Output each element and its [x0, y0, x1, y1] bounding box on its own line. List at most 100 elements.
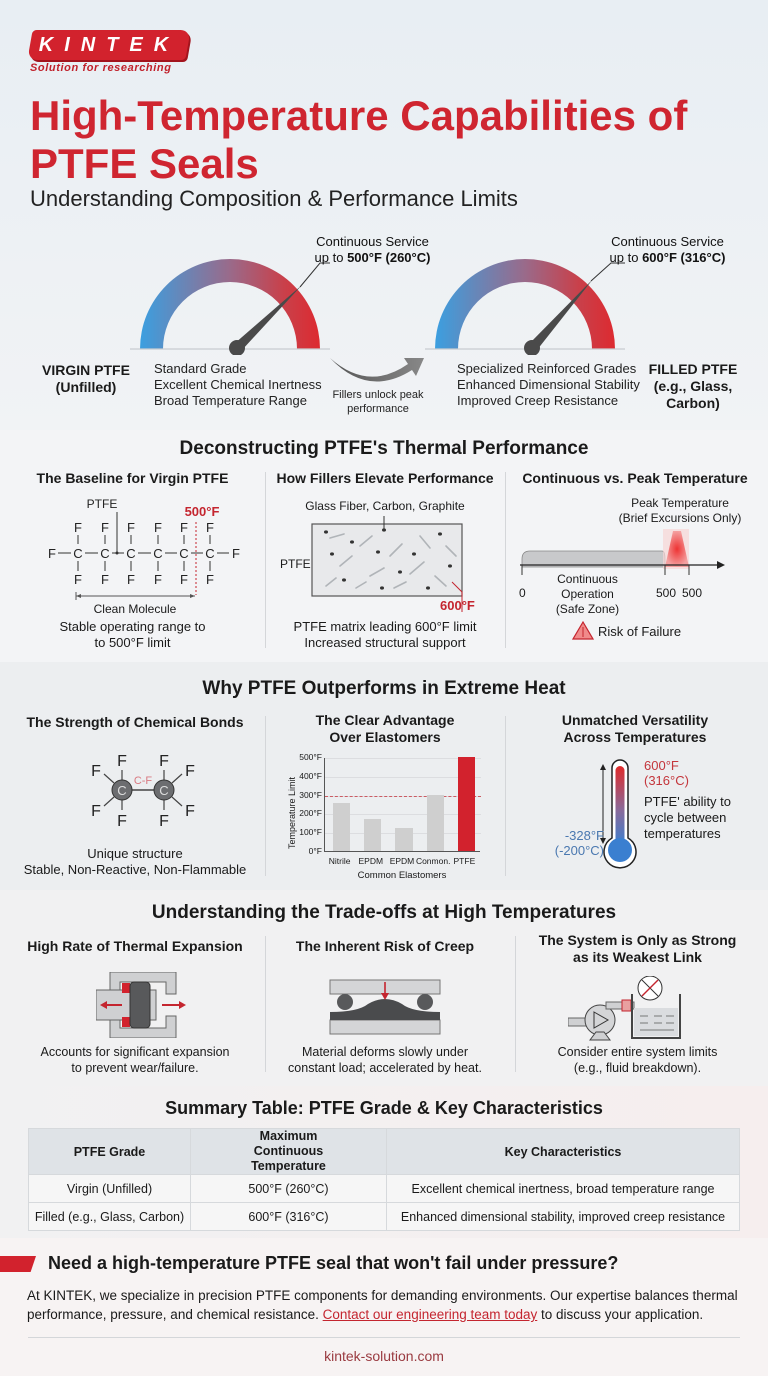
cta-body: At KINTEK, we specialize in precision PT…	[27, 1288, 738, 1322]
x-tick-label: Conmon.	[415, 856, 451, 866]
svg-text:F: F	[48, 546, 56, 561]
table-header-row: PTFE Grade Maximum Continuous Temperatur…	[28, 1128, 740, 1175]
fillers-arrow-text: Fillers unlock peak performance	[332, 389, 424, 415]
thermal-expansion-column: High Rate of Thermal Expansion	[27, 938, 243, 954]
bar	[395, 828, 413, 851]
filled-matrix-diagram	[311, 516, 463, 612]
curved-arrow-icon	[330, 358, 424, 382]
virgin-baseline-caption: Stable operating range to to 500°F limit	[59, 619, 206, 650]
svg-text:C: C	[159, 783, 168, 798]
cta-heading: Need a high-temperature PTFE seal that w…	[48, 1253, 619, 1273]
kintek-logo[interactable]: KINTEK	[27, 30, 191, 60]
bar	[333, 803, 351, 851]
svg-text:C-F: C-F	[134, 775, 153, 787]
table-row: Virgin (Unfilled) 500°F (260°C) Excellen…	[28, 1174, 740, 1203]
cta-accent-bar	[0, 1256, 36, 1272]
chemical-bonds-column: The Strength of Chemical Bonds	[26, 714, 244, 730]
cta-section: Need a high-temperature PTFE seal that w…	[0, 1238, 768, 1376]
svg-text:PTFE: PTFE	[87, 497, 118, 511]
elastomer-bar-chart: Temperature Limit 0°F 100°F 200°F 300°F 400°…	[282, 752, 482, 882]
hero-section: KINTEK Solution for researching High-Tem…	[0, 0, 768, 430]
tradeoffs-section: Understanding the Trade-offs at High Tem…	[0, 890, 768, 1086]
svg-text:C: C	[126, 546, 135, 561]
header-max-temp: Maximum Continuous Temperature	[190, 1128, 387, 1175]
svg-text:F: F	[185, 803, 195, 820]
svg-text:F: F	[91, 763, 101, 780]
svg-text:C: C	[179, 546, 188, 561]
section-heading: Why PTFE Outperforms in Extreme Heat	[202, 678, 566, 699]
brand-tagline: Solution for researching	[30, 62, 172, 74]
extreme-heat-section: Why PTFE Outperforms in Extreme Heat The…	[0, 662, 768, 890]
svg-text:F: F	[206, 520, 214, 535]
max-temp-label: 600°F (316°C)	[644, 758, 689, 788]
weakest-link-caption: Consider entire system limits (e.g., flu…	[557, 1045, 718, 1075]
svg-text:C: C	[205, 546, 214, 561]
reference-line	[325, 795, 481, 797]
svg-text:F: F	[185, 763, 195, 780]
y-tick-label: 0°F	[308, 846, 322, 856]
svg-text:C: C	[73, 546, 82, 561]
y-tick-label: 400°F	[299, 770, 322, 781]
section-heading: Understanding the Trade-offs at High Tem…	[151, 902, 617, 923]
filled-max-temp: 600°F (316°C)	[642, 250, 726, 265]
column-divider	[515, 936, 516, 1072]
thermal-expansion-caption: Accounts for significant expansion to pr…	[40, 1045, 230, 1075]
virgin-gauge-icon	[130, 259, 330, 355]
risk-of-failure-label: Risk of Failure	[598, 624, 682, 639]
table-row: Filled (e.g., Glass, Carbon) 600°F (316°…	[28, 1202, 740, 1231]
svg-text:F: F	[127, 520, 135, 535]
section-heading: Deconstructing PTFE's Thermal Performanc…	[179, 438, 589, 459]
creep-column: The Inherent Risk of Creep	[295, 938, 475, 954]
y-tick-label: 300°F	[299, 789, 322, 800]
fillers-column: How Fillers Elevate Performance	[276, 470, 494, 486]
chemical-bonds-caption: Unique structure Stable, Non-Reactive, N…	[23, 846, 247, 877]
elastomers-column: The Clear Advantage Over Elastomers	[315, 712, 455, 745]
plot-area	[324, 757, 481, 852]
continuous-peak-diagram	[520, 529, 725, 575]
versatility-desc: PTFE' ability to cycle between temperatu…	[644, 794, 732, 841]
svg-text:500°F: 500°F	[185, 504, 220, 519]
filled-gauge-icon	[425, 259, 625, 355]
virgin-baseline-column: The Baseline for Virgin PTFE	[36, 470, 229, 486]
fillers-label: Glass Fiber, Carbon, Graphite	[305, 499, 465, 513]
svg-text:F: F	[159, 813, 169, 830]
header-key-characteristics: Key Characteristics	[386, 1128, 740, 1175]
x-tick-label: Nitrile	[328, 856, 351, 866]
peak-temp-label: Peak Temperature (Brief Excursions Only)	[618, 496, 742, 525]
contact-engineering-link[interactable]: Contact our engineering team today	[322, 1307, 538, 1322]
svg-text:F: F	[101, 572, 109, 587]
svg-text:F: F	[206, 572, 214, 587]
clean-molecule-label: Clean Molecule	[93, 602, 177, 616]
summary-table-section: Summary Table: PTFE Grade & Key Characte…	[0, 1086, 768, 1238]
thermal-expansion-icon	[96, 972, 186, 1038]
y-tick-label: 200°F	[299, 808, 322, 819]
thermometer-icon	[603, 759, 637, 869]
axis-tick-500: 500	[656, 586, 677, 600]
svg-text:F: F	[91, 803, 101, 820]
continuous-vs-peak-column: Continuous vs. Peak Temperature	[522, 470, 748, 486]
svg-text:C: C	[100, 546, 109, 561]
website-link[interactable]: kintek-solution.com	[324, 1348, 444, 1364]
creep-caption: Material deforms slowly under constant l…	[288, 1045, 482, 1075]
svg-text:F: F	[154, 572, 162, 587]
svg-text:C: C	[117, 783, 126, 798]
x-axis-label: Common Elastomers	[357, 870, 447, 881]
virgin-max-temp: 500°F (260°C)	[347, 250, 431, 265]
svg-text:F: F	[74, 572, 82, 587]
filled-callout: Continuous Service up to 600°F (316°C)	[609, 234, 726, 265]
y-tick-label: 100°F	[299, 827, 322, 838]
column-divider	[505, 716, 506, 876]
virgin-features-list: Standard Grade Excellent Chemical Inertn…	[154, 361, 322, 408]
gridline	[325, 776, 481, 778]
column-divider	[265, 716, 266, 876]
header-ptfe-grade: PTFE Grade	[28, 1128, 191, 1175]
svg-text:C: C	[153, 546, 162, 561]
bar	[457, 757, 475, 851]
y-tick-label: 500°F	[299, 752, 322, 762]
warning-triangle-icon	[572, 620, 594, 640]
svg-text:F: F	[127, 572, 135, 587]
column-divider	[505, 472, 506, 648]
safe-zone-label: Continuous Operation (Safe Zone)	[555, 572, 620, 616]
axis-tick-0: 0	[519, 586, 526, 600]
